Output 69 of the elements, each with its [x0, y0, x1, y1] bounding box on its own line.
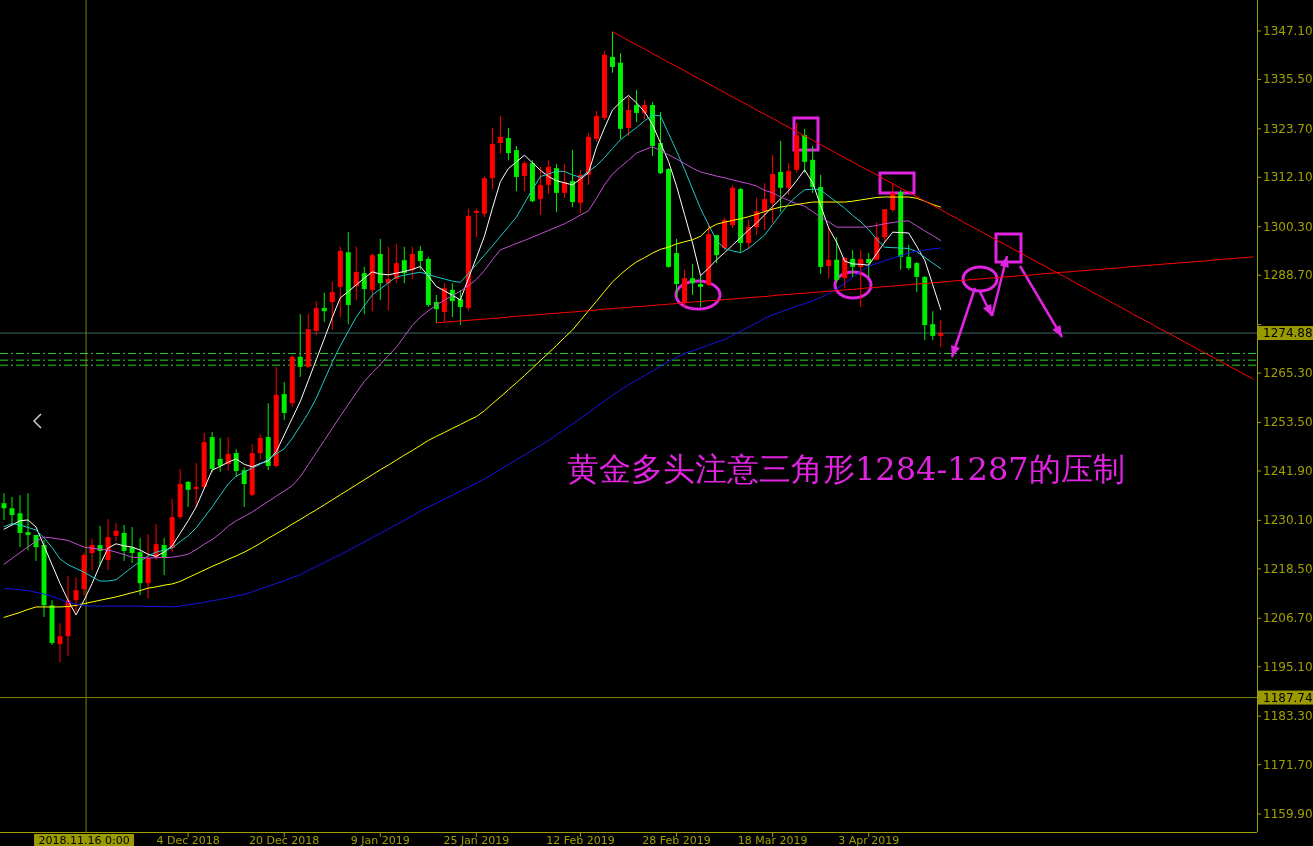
- y-tick-label: 1183.30: [1263, 709, 1313, 724]
- y-tick-label: 1300.30: [1263, 219, 1313, 234]
- candlestick: [826, 226, 832, 279]
- y-tick-label: 1265.30: [1263, 366, 1313, 381]
- candlestick: [73, 576, 79, 613]
- candlestick: [634, 89, 639, 123]
- candlestick: [241, 466, 247, 508]
- y-tick-label: 1171.70: [1263, 757, 1313, 772]
- candlestick: [714, 234, 720, 264]
- x-tick-label: 28 Feb 2019: [642, 834, 711, 846]
- candlestick: [537, 166, 543, 216]
- y-tick-label: 1323.70: [1263, 121, 1313, 136]
- y-tick-label: 1288.70: [1263, 268, 1313, 283]
- y-tick-label: 1347.10: [1263, 23, 1313, 38]
- x-tick-label: 9 Jan 2019: [350, 834, 410, 846]
- candlestick: [569, 149, 575, 208]
- y-tick-label: 1253.50: [1263, 415, 1313, 430]
- candlestick: [505, 127, 511, 161]
- candlestick: [193, 462, 199, 508]
- y-tick-label: 1312.10: [1263, 170, 1313, 185]
- candlestick: [313, 300, 319, 336]
- ref-line-label: 1187.74: [1263, 690, 1313, 705]
- candlestick: [561, 163, 567, 199]
- y-tick-label: 1241.90: [1263, 464, 1313, 479]
- candlestick: [297, 313, 303, 378]
- candlestick: [457, 289, 463, 326]
- candlestick: [930, 310, 936, 341]
- candlestick: [233, 448, 239, 478]
- candlestick: [593, 110, 599, 143]
- x-tick-label: 18 Mar 2019: [737, 834, 808, 846]
- y-tick-label: 1230.10: [1263, 513, 1313, 528]
- candlestick: [281, 381, 287, 421]
- y-tick-label: 1335.50: [1263, 72, 1313, 87]
- candlestick: [25, 492, 31, 551]
- x-tick-label: 3 Apr 2019: [838, 834, 900, 846]
- candlestick: [938, 319, 944, 348]
- candlestick: [417, 245, 423, 271]
- candlestick: [610, 31, 615, 74]
- candlestick: [361, 266, 367, 315]
- y-tick-label: 1159.90: [1263, 807, 1313, 822]
- candlestick: [113, 522, 119, 542]
- x-tick-label: 12 Feb 2019: [546, 834, 615, 846]
- x-tick-label: 2018.11.16 0:00: [38, 834, 130, 846]
- candlestick: [762, 182, 768, 231]
- candlestick: [409, 246, 415, 280]
- candlestick: [690, 263, 696, 296]
- x-tick-label: 4 Dec 2018: [156, 834, 220, 846]
- candlestick: [521, 160, 527, 192]
- candlestick: [834, 236, 840, 284]
- ref-line-label: 1274.88: [1263, 326, 1313, 341]
- candlestick: [778, 140, 784, 213]
- x-tick-label: 25 Jan 2019: [443, 834, 510, 846]
- x-tick-label: 20 Dec 2018: [249, 834, 320, 846]
- y-tick-label: 1195.10: [1263, 659, 1313, 674]
- candlestick: [914, 261, 920, 293]
- candlestick: [185, 480, 191, 508]
- candlestick: [497, 115, 503, 155]
- candlestick: [57, 622, 63, 663]
- candlestick: [786, 162, 792, 196]
- candlestick: [257, 433, 263, 461]
- candlestick: [329, 281, 335, 331]
- candlestick: [698, 275, 704, 308]
- candlestick: [473, 208, 479, 238]
- candlestick: [626, 96, 631, 137]
- annotation: 黄金多头注意三角形1284-1287的压制: [567, 450, 1125, 488]
- candlestick: [121, 524, 127, 562]
- y-tick-label: 1218.50: [1263, 561, 1313, 576]
- candlestick: [906, 244, 912, 271]
- y-tick-label: 1206.70: [1263, 611, 1313, 626]
